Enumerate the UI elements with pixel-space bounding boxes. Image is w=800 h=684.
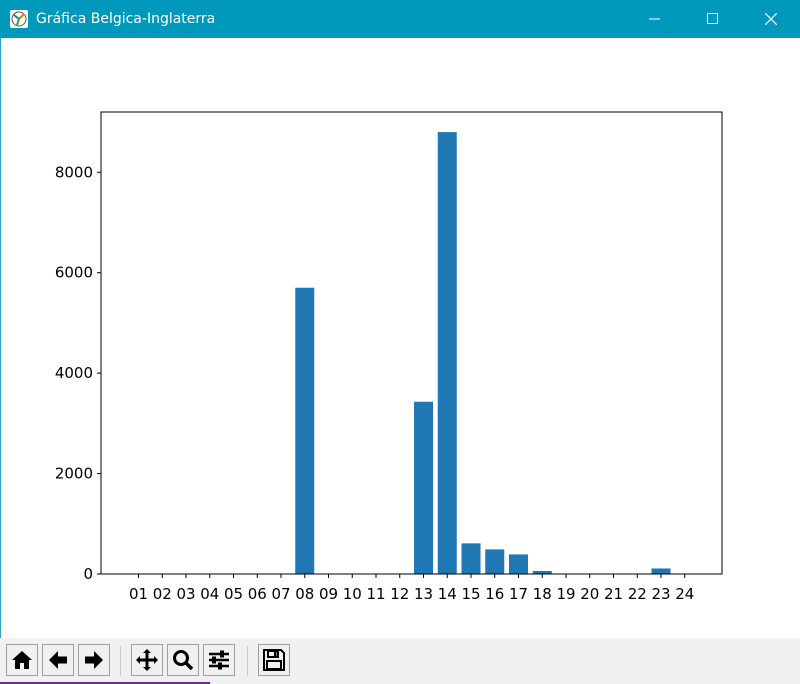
bar-18	[532, 570, 552, 574]
home-button[interactable]	[6, 644, 38, 676]
x-tick-label: 23	[651, 585, 670, 603]
x-tick-label: 14	[438, 585, 457, 603]
x-tick-label: 09	[319, 585, 338, 603]
x-tick-label: 13	[414, 585, 433, 603]
x-tick-label: 05	[224, 585, 243, 603]
x-tick-label: 19	[556, 585, 575, 603]
close-button[interactable]	[748, 0, 794, 38]
pan-icon	[136, 649, 158, 671]
bar-15	[461, 543, 481, 574]
title-bar: Gráfica Belgica-Inglaterra	[0, 0, 800, 38]
x-tick-label: 01	[129, 585, 148, 603]
zoom-button[interactable]	[167, 644, 199, 676]
minimize-icon	[649, 18, 660, 20]
x-tick-label: 08	[295, 585, 314, 603]
x-tick-label: 06	[248, 585, 267, 603]
bar-23	[651, 568, 671, 574]
x-tick-label: 21	[604, 585, 623, 603]
plot-frame	[100, 111, 723, 575]
bar-chart[interactable]: 0 2000 4000 6000 8000 01 02 03 04 05 06 07 08 09 10 11…	[0, 38, 800, 638]
configure-subplots-button[interactable]	[203, 644, 235, 676]
bar-16	[485, 549, 505, 574]
x-tick-label: 10	[343, 585, 362, 603]
status-accent-line	[0, 682, 210, 684]
y-tick-label: 6000	[55, 264, 93, 282]
y-axis: 0 2000 4000 6000 8000	[55, 163, 101, 583]
x-tick-label: 15	[461, 585, 480, 603]
forward-button[interactable]	[78, 644, 110, 676]
maximize-icon	[707, 13, 718, 24]
y-tick-label: 0	[83, 565, 93, 583]
x-tick-label: 04	[200, 585, 219, 603]
save-icon	[263, 649, 285, 671]
forward-icon	[85, 651, 103, 669]
x-tick-label: 24	[675, 585, 694, 603]
zoom-icon	[173, 650, 194, 671]
close-icon	[765, 13, 777, 25]
toolbar-separator	[120, 646, 121, 676]
x-tick-label: 16	[485, 585, 504, 603]
x-tick-label: 17	[509, 585, 528, 603]
y-tick-label: 4000	[55, 364, 93, 382]
window-title: Gráfica Belgica-Inglaterra	[36, 11, 216, 27]
bar-17	[509, 554, 528, 574]
x-tick-label: 20	[580, 585, 599, 603]
navigation-toolbar	[0, 638, 800, 684]
x-tick-label: 03	[176, 585, 195, 603]
configure-subplots-icon	[209, 650, 229, 670]
bar-08	[295, 287, 315, 574]
minimize-button[interactable]	[632, 0, 678, 38]
maximize-button[interactable]	[690, 0, 736, 38]
x-tick-label: 22	[628, 585, 647, 603]
y-tick-label: 2000	[55, 465, 93, 483]
toolbar-separator	[247, 646, 248, 676]
x-tick-label: 11	[366, 585, 385, 603]
bar-14	[437, 132, 457, 574]
app-icon	[10, 10, 28, 28]
x-tick-label: 12	[390, 585, 409, 603]
save-button[interactable]	[258, 644, 290, 676]
x-tick-label: 18	[533, 585, 552, 603]
home-icon	[12, 651, 32, 669]
back-icon	[49, 651, 67, 669]
x-tick-label: 02	[153, 585, 172, 603]
x-axis: 01 02 03 04 05 06 07 08 09 10 11 12 13 14 15 16 17 18 19 20…	[129, 574, 694, 603]
bar-13	[414, 401, 433, 574]
bars-group	[295, 132, 671, 574]
back-button[interactable]	[42, 644, 74, 676]
y-tick-label: 8000	[55, 163, 93, 181]
x-tick-label: 07	[271, 585, 290, 603]
pan-button[interactable]	[131, 644, 163, 676]
